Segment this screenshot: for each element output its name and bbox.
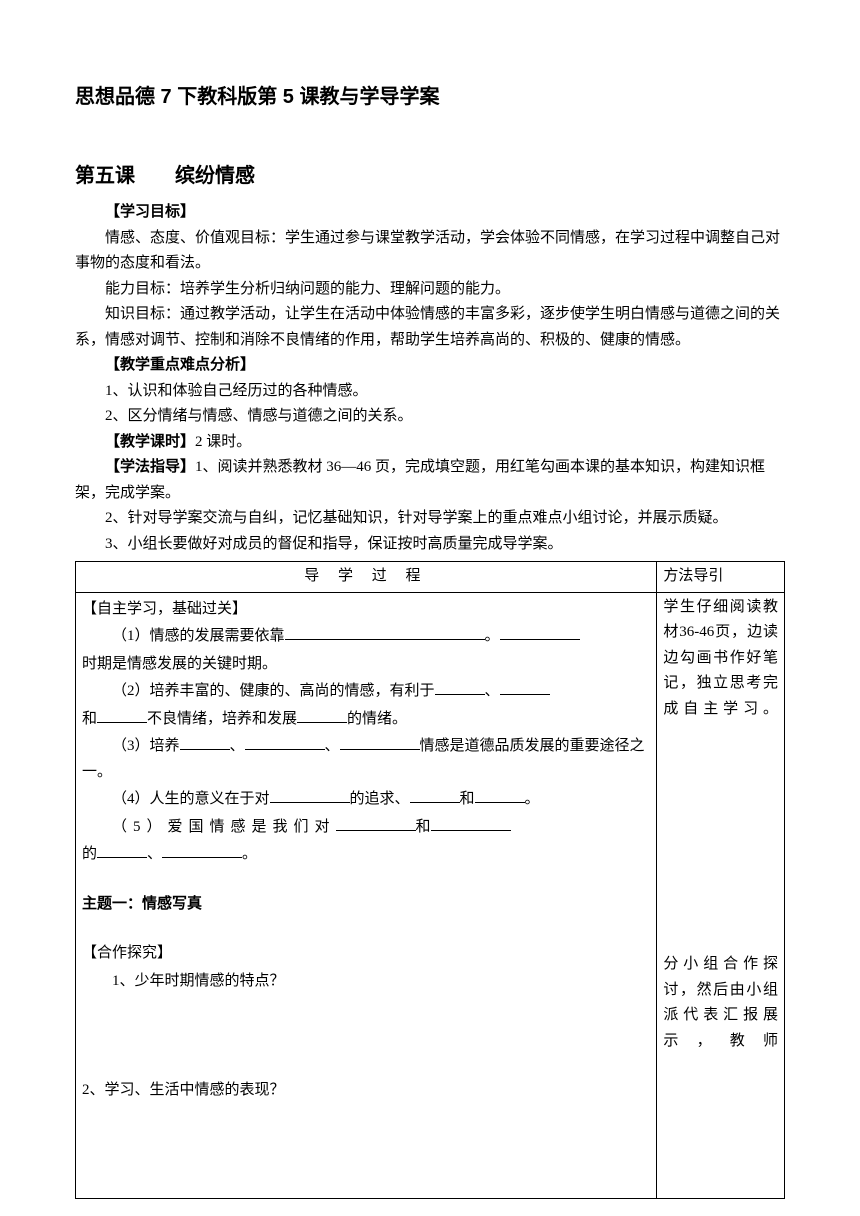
fill-blank-5b: 的、。 [82,842,650,868]
keypoints-header: 【教学重点难点分析】 [75,353,785,379]
method-header: 【学法指导】 [105,459,195,475]
method-line-1: 【学法指导】1、阅读并熟悉教材 36—46 页，完成填空题，用红笔勾画本课的基本… [75,455,785,506]
fill-blank-2: （2）培养丰富的、健康的、高尚的情感，有利于、 [82,679,650,705]
coop-question-1: 1、少年时期情感的特点？ [82,969,650,995]
table-right-cell: 学生仔细阅读教材36-46页，边读边勾画书作好笔记，独立思考完成自主学习。 分小… [657,592,785,1198]
table-header-left: 导 学 过 程 [76,562,657,593]
coop-question-2: 2、学习、生活中情感的表现？ [82,1078,650,1104]
fill-blank-2b: 和不良情绪，培养和发展的情绪。 [82,707,650,733]
document-title: 思想品德 7 下教科版第 5 课教与学导学案 [75,80,785,109]
period-header: 【教学课时】 [105,434,195,450]
study-table: 导 学 过 程 方法导引 【自主学习，基础过关】 （1）情感的发展需要依靠。 时… [75,561,785,1199]
fill-blank-1b: 时期是情感发展的关键时期。 [82,652,650,678]
method-3: 3、小组长要做好对成员的督促和指导，保证按时高质量完成导学案。 [75,532,785,558]
table-body-row: 【自主学习，基础过关】 （1）情感的发展需要依靠。 时期是情感发展的关键时期。 … [76,592,785,1198]
fill-blank-3: （3）培养、、情感是道德品质发展的重要途径之一。 [82,734,650,785]
fill-blank-5: （5）爱国情感是我们对和 [82,815,650,841]
keypoint-1: 1、认识和体验自己经历过的各种情感。 [75,379,785,405]
lesson-title: 第五课 缤纷情感 [75,159,785,188]
coop-header: 【合作探究】 [82,941,650,967]
table-header-right: 方法导引 [657,562,785,593]
self-study-header: 【自主学习，基础过关】 [82,597,650,623]
fill-blank-1: （1）情感的发展需要依靠。 [82,624,650,650]
guide-text-1: 学生仔细阅读教材36-46页，边读边勾画书作好笔记，独立思考完成自主学习。 [663,595,778,723]
topic-1-header: 主题一：情感写真 [82,892,650,918]
objective-attitude: 情感、态度、价值观目标：学生通过参与课堂教学活动，学会体验不同情感，在学习过程中… [75,226,785,277]
period-text: 2 课时。 [195,434,251,450]
fill-blank-4: （4）人生的意义在于对的追求、和。 [82,787,650,813]
table-header-row: 导 学 过 程 方法导引 [76,562,785,593]
objective-knowledge: 知识目标：通过教学活动，让学生在活动中体验情感的丰富多彩，逐步使学生明白情感与道… [75,302,785,353]
table-left-cell: 【自主学习，基础过关】 （1）情感的发展需要依靠。 时期是情感发展的关键时期。 … [76,592,657,1198]
guide-text-2: 分小组合作探讨，然后由小组派代表汇报展示，教师 [663,952,778,1054]
keypoint-2: 2、区分情绪与情感、情感与道德之间的关系。 [75,404,785,430]
method-2: 2、针对导学案交流与自纠，记忆基础知识，针对导学案上的重点难点小组讨论，并展示质… [75,506,785,532]
objectives-header: 【学习目标】 [75,200,785,226]
objective-ability: 能力目标：培养学生分析归纳问题的能力、理解问题的能力。 [75,277,785,303]
class-period: 【教学课时】2 课时。 [75,430,785,456]
